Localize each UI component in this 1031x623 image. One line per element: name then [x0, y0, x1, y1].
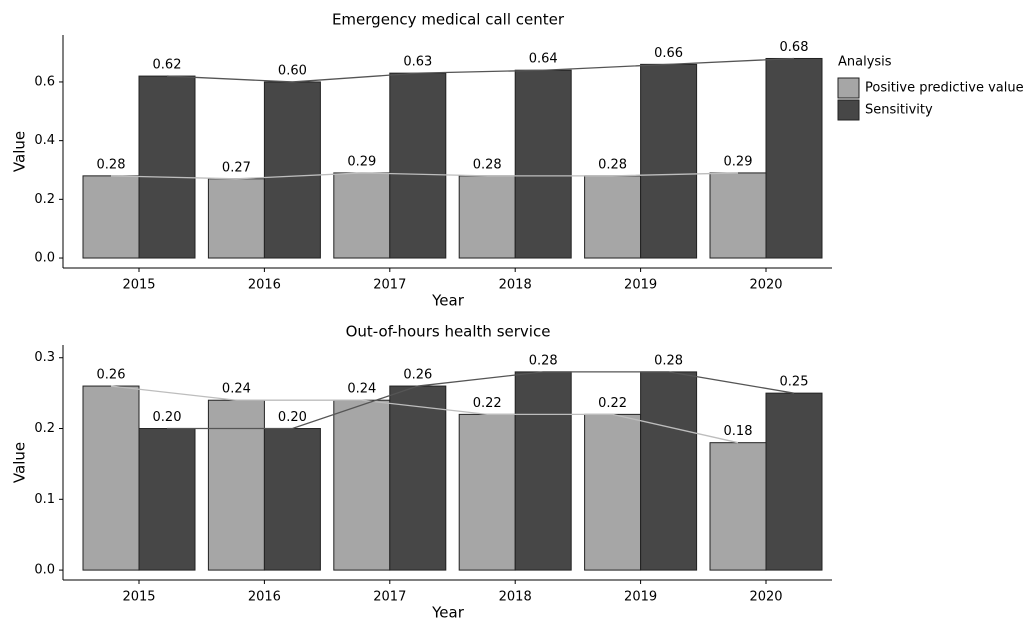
- data-label: 0.60: [278, 63, 307, 78]
- y-tick-label: 0.2: [34, 421, 55, 436]
- bar: [765, 57, 823, 259]
- x-tick-label: 2016: [248, 590, 281, 605]
- data-label: 0.62: [153, 58, 182, 73]
- x-tick-label: 2015: [122, 278, 155, 293]
- y-tick-label: 0.4: [34, 133, 55, 148]
- y-tick-label: 0.0: [34, 563, 55, 578]
- y-tick-label: 0.6: [34, 74, 55, 89]
- y-tick-label: 0.2: [34, 192, 55, 207]
- data-label: 0.29: [347, 154, 376, 169]
- data-label: 0.28: [529, 353, 558, 368]
- legend-swatch: [837, 77, 860, 99]
- x-tick-label: 2015: [122, 590, 155, 605]
- bar: [389, 72, 447, 259]
- x-axis-title: Year: [431, 604, 465, 622]
- data-label: 0.28: [97, 157, 126, 172]
- bar: [514, 371, 572, 571]
- chart-title: Out-of-hours health service: [346, 323, 551, 341]
- data-label: 0.25: [780, 375, 809, 390]
- x-tick-label: 2018: [499, 278, 532, 293]
- x-tick-label: 2016: [248, 278, 281, 293]
- bar: [640, 63, 698, 259]
- data-label: 0.20: [278, 410, 307, 425]
- legend-title: Analysis: [838, 55, 892, 70]
- bar: [584, 413, 642, 571]
- bar: [514, 69, 572, 259]
- bar: [138, 428, 196, 571]
- bar: [765, 392, 823, 571]
- x-tick-label: 2017: [373, 590, 406, 605]
- bar: [640, 371, 698, 571]
- data-label: 0.20: [153, 410, 182, 425]
- chart-title: Emergency medical call center: [332, 11, 565, 29]
- legend-swatch: [837, 99, 860, 121]
- bar: [333, 399, 391, 571]
- bar: [458, 175, 516, 259]
- data-label: 0.22: [598, 396, 627, 411]
- data-label: 0.26: [403, 368, 432, 383]
- bar: [82, 385, 140, 571]
- data-label: 0.26: [97, 368, 126, 383]
- bar: [584, 175, 642, 259]
- bar: [82, 175, 140, 259]
- data-label: 0.29: [724, 154, 753, 169]
- x-tick-label: 2018: [499, 590, 532, 605]
- data-label: 0.28: [598, 157, 627, 172]
- bar: [709, 172, 767, 259]
- data-label: 0.22: [473, 396, 502, 411]
- x-tick-label: 2019: [624, 278, 657, 293]
- bar: [709, 442, 767, 571]
- legend-label: Positive predictive value: [865, 81, 1024, 96]
- bar: [263, 428, 321, 571]
- data-label: 0.28: [654, 353, 683, 368]
- x-tick-label: 2017: [373, 278, 406, 293]
- data-label: 0.64: [529, 52, 558, 67]
- data-label: 0.18: [724, 424, 753, 439]
- y-tick-label: 0.3: [34, 350, 55, 365]
- trend-line: [166, 57, 795, 83]
- data-label: 0.68: [780, 40, 809, 55]
- data-label: 0.28: [473, 157, 502, 172]
- bar: [207, 399, 265, 571]
- data-label: 0.63: [403, 55, 432, 70]
- bar: [333, 172, 391, 259]
- trend-line: [110, 172, 739, 180]
- legend-label: Sensitivity: [865, 103, 933, 118]
- data-label: 0.66: [654, 46, 683, 61]
- x-axis-title: Year: [431, 292, 465, 310]
- x-tick-label: 2020: [749, 590, 782, 605]
- x-tick-label: 2019: [624, 590, 657, 605]
- y-tick-label: 0.1: [34, 492, 55, 507]
- y-tick-label: 0.0: [34, 251, 55, 266]
- data-label: 0.24: [222, 382, 251, 397]
- y-axis-title: Value: [11, 442, 29, 483]
- x-tick-label: 2020: [749, 278, 782, 293]
- bar: [138, 75, 196, 259]
- data-label: 0.24: [347, 382, 376, 397]
- data-label: 0.27: [222, 160, 251, 175]
- bar: [263, 81, 321, 259]
- trend-line: [167, 371, 795, 430]
- bar: [389, 385, 447, 571]
- trend-line: [110, 385, 739, 444]
- y-axis-title: Value: [11, 131, 29, 172]
- bar: [458, 413, 516, 571]
- bar: [207, 178, 265, 259]
